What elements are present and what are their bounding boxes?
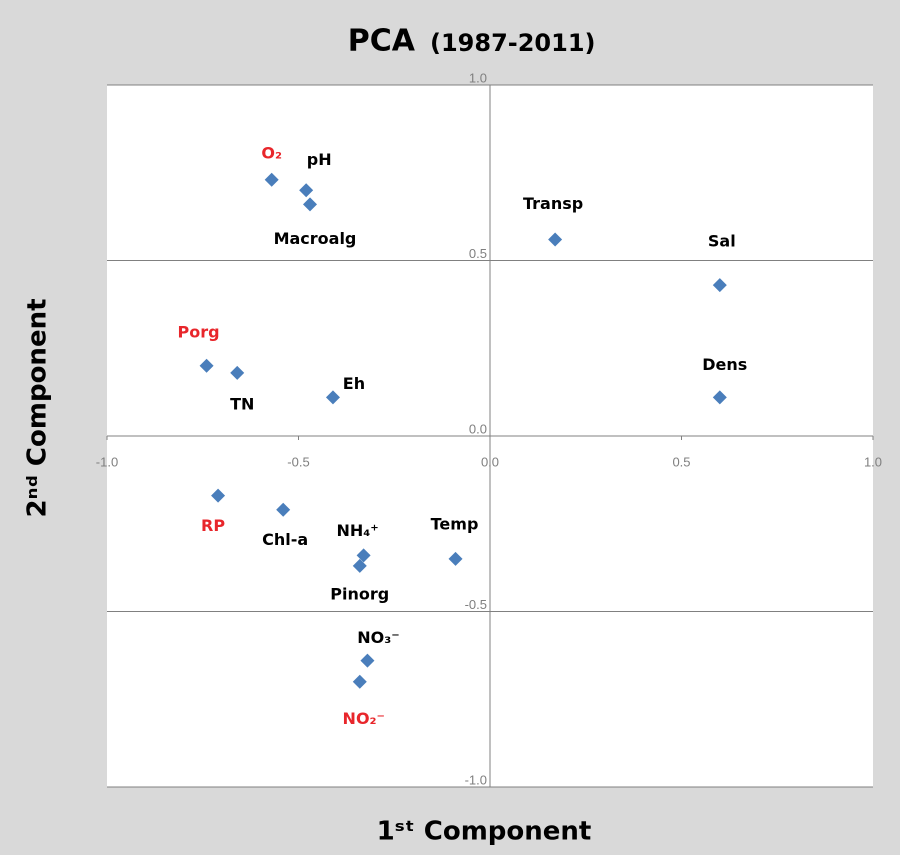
data-point: [302, 197, 317, 212]
y-tick-label: -1.0: [465, 772, 487, 787]
x-axis-label: 1ˢᵗ Component: [377, 817, 592, 847]
point-label: Eh: [343, 374, 365, 393]
data-point: [360, 653, 375, 668]
data-point: [352, 558, 367, 573]
data-point: [264, 172, 279, 187]
y-tick-label: 0.0: [469, 421, 487, 436]
data-point: [325, 390, 340, 405]
point-label: NH₄⁺: [336, 521, 378, 540]
y-tick-label: 0.5: [469, 246, 487, 261]
chart-title: PCA: [348, 24, 416, 59]
point-label: Dens: [702, 355, 747, 374]
point-label: Sal: [708, 232, 736, 251]
y-tick-label: -0.5: [465, 597, 487, 612]
point-label: pH: [307, 150, 332, 169]
x-tick-label: -0.5: [287, 454, 309, 469]
x-tick-label: 1.0: [864, 454, 882, 469]
point-label: Transp: [523, 194, 583, 213]
data-point: [199, 358, 214, 373]
data-point: [276, 502, 291, 517]
point-label: O₂: [261, 143, 282, 162]
point-label: Pinorg: [330, 584, 389, 603]
point-label: Porg: [178, 322, 220, 341]
data-point: [299, 183, 314, 198]
point-label: Macroalg: [274, 229, 357, 248]
point-label: TN: [230, 394, 254, 413]
y-axis-label: 2ⁿᵈ Component: [23, 298, 53, 517]
x-tick-label: 0.5: [672, 454, 690, 469]
point-label: RP: [201, 516, 225, 535]
data-point: [356, 548, 371, 563]
data-point: [712, 278, 727, 293]
point-label: NO₃⁻: [357, 628, 399, 647]
data-point: [211, 488, 226, 503]
x-tick-label: 0.0: [481, 454, 499, 469]
point-label: Temp: [431, 514, 479, 533]
data-point: [352, 674, 367, 689]
data-point: [230, 365, 245, 380]
data-point: [548, 232, 563, 247]
point-label: NO₂⁻: [343, 709, 385, 728]
y-tick-label: 1.0: [469, 70, 487, 85]
chart-subtitle: (1987-2011): [430, 29, 596, 57]
data-point: [712, 390, 727, 405]
data-point: [448, 551, 463, 566]
point-label: Chl-a: [262, 530, 308, 549]
x-tick-label: -1.0: [96, 454, 118, 469]
